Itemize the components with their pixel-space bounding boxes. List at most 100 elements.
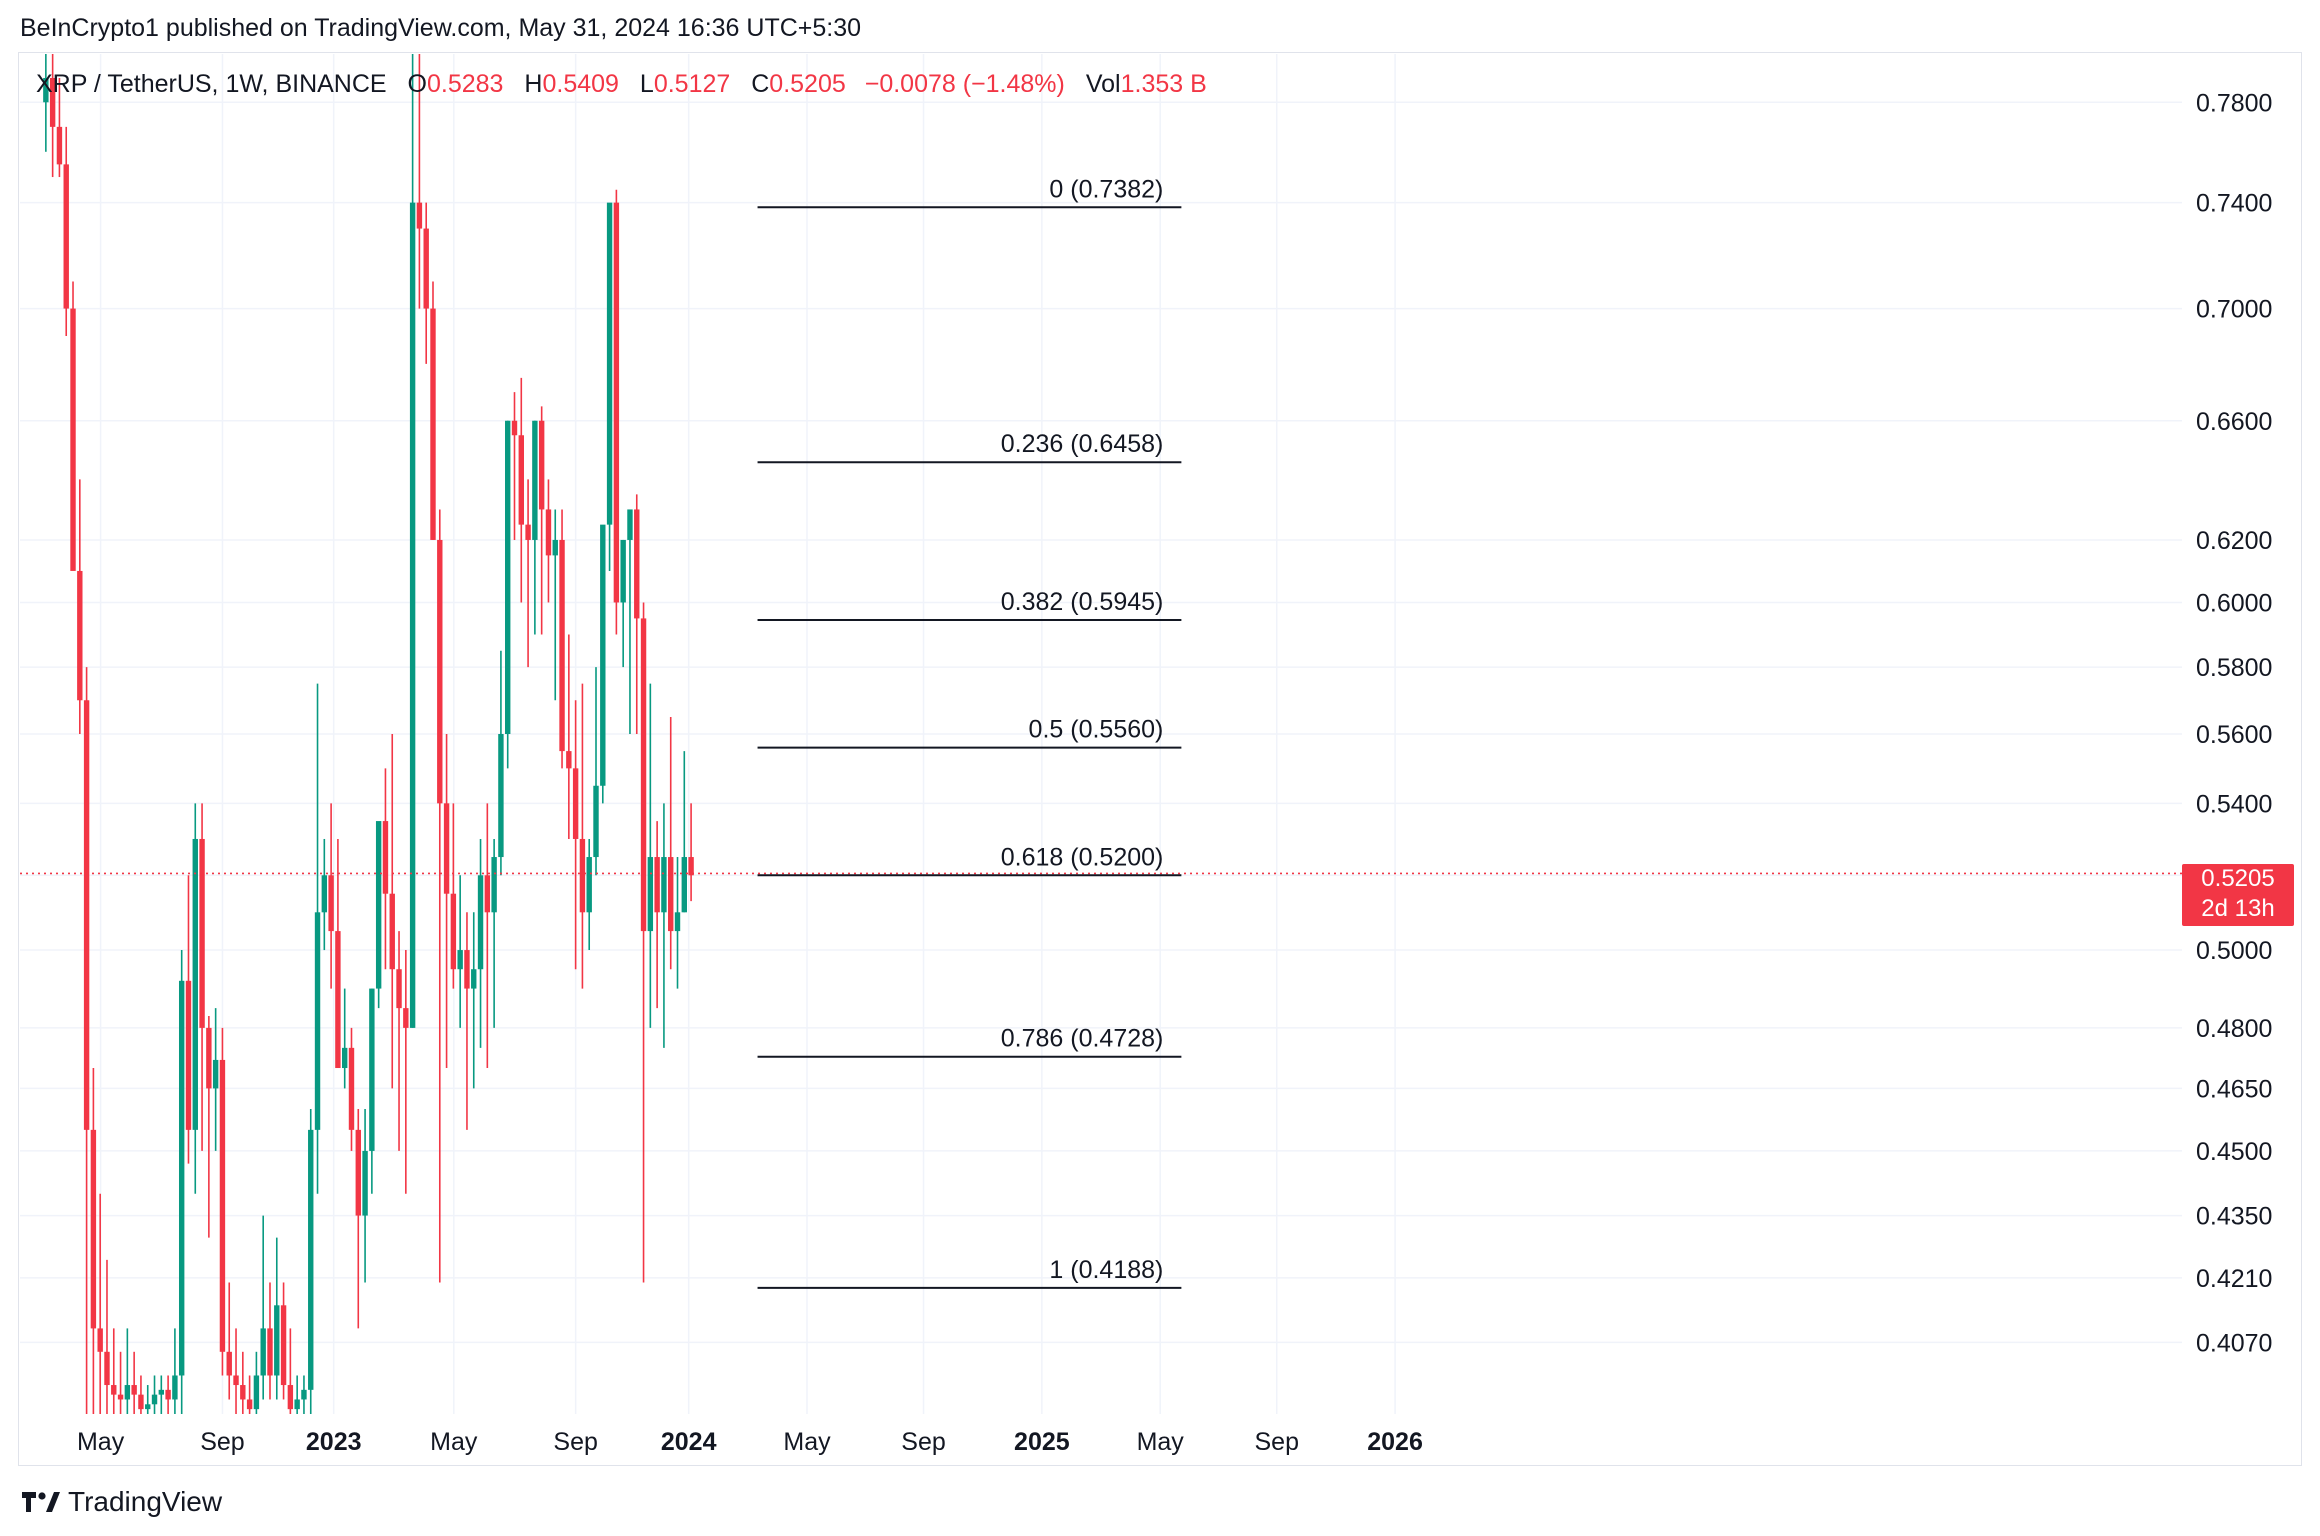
candle (552, 509, 558, 701)
bar-countdown: 2d 13h (2201, 895, 2275, 922)
y-tick-label: 0.5400 (2196, 790, 2272, 818)
candle-body (443, 803, 450, 894)
y-tick-label: 0.4800 (2196, 1015, 2272, 1043)
candle (274, 1237, 280, 1400)
candle (240, 1351, 246, 1414)
candle-body (457, 950, 463, 970)
candle (138, 1375, 144, 1414)
candle (83, 667, 90, 1414)
candle-body (450, 893, 457, 970)
candle (443, 734, 450, 1069)
candle (267, 1282, 273, 1400)
candle-body (226, 1351, 232, 1376)
candle-body (348, 1047, 355, 1130)
candle-body (382, 821, 389, 894)
candle-body (104, 1351, 110, 1386)
candle (192, 803, 198, 1194)
fib-levels: 0 (0.7382) 0.236 (0.6458) 0.382 (0.5945) 0.… (20, 175, 2182, 1289)
candle (321, 838, 328, 951)
candle (416, 54, 423, 309)
x-tick-label: Sep (200, 1428, 244, 1456)
close-value: 0.5205 (769, 70, 846, 98)
candle (260, 1215, 266, 1400)
candle (280, 1282, 287, 1400)
candle (308, 1109, 314, 1414)
footer-brand-text: TradingView (68, 1486, 223, 1517)
candle-body (253, 1375, 260, 1410)
candle-body (49, 77, 56, 127)
candle (341, 988, 348, 1089)
fib-level-label: 0.786 (0.4728) (1001, 1025, 1164, 1053)
candle (606, 202, 613, 571)
candle-body (423, 228, 429, 309)
y-tick-label: 0.7400 (2196, 190, 2272, 218)
candle-body (566, 751, 572, 769)
candle (111, 1328, 117, 1414)
candle-body (314, 912, 321, 1130)
candle (226, 1282, 232, 1400)
candle-body (409, 202, 416, 1028)
candle-body (416, 202, 423, 229)
y-tick-label: 0.5000 (2196, 937, 2272, 965)
candle (545, 479, 552, 603)
candle-body (56, 126, 63, 165)
published-header: BeInCrypto1 published on TradingView.com… (20, 14, 862, 42)
candle-body (70, 308, 76, 571)
candle (63, 126, 69, 337)
candle (97, 1193, 103, 1414)
candle-body (77, 570, 83, 701)
y-tick-label: 0.5600 (2196, 721, 2272, 749)
x-tick-label: 2025 (1014, 1428, 1070, 1456)
candle-body (185, 980, 192, 1130)
candle-body (559, 539, 565, 752)
candle (586, 838, 592, 951)
x-tick-label: 2026 (1367, 1428, 1423, 1456)
footer-brand[interactable]: TradingView (22, 1486, 222, 1518)
candle-body (647, 857, 654, 932)
open-value: 0.5283 (427, 70, 504, 98)
y-tick-label: 0.4500 (2196, 1138, 2272, 1166)
candle-body (131, 1385, 137, 1395)
candle (661, 803, 667, 1048)
candle-body (668, 857, 674, 932)
candle-body (634, 509, 640, 619)
y-tick-label: 0.6200 (2196, 527, 2272, 555)
candle (593, 667, 599, 876)
candle (117, 1351, 124, 1414)
x-tick-label: May (430, 1428, 478, 1456)
x-tick-label: May (1137, 1428, 1185, 1456)
candle-body (620, 539, 626, 603)
candle (219, 1027, 226, 1376)
symbol-name[interactable]: XRP / TetherUS, 1W, BINANCE (36, 70, 387, 98)
candle-body (688, 857, 694, 876)
candle (375, 821, 382, 1009)
y-tick-label: 0.7000 (2196, 296, 2272, 324)
candle (654, 821, 660, 1009)
candle (681, 751, 688, 913)
x-tick-label: May (77, 1428, 125, 1456)
candle-body (335, 931, 341, 1069)
candle-body (165, 1389, 171, 1400)
fib-level-label: 0.382 (0.5945) (1001, 588, 1164, 616)
candle (477, 838, 484, 1048)
low-value: 0.5127 (653, 70, 731, 98)
candle-body (158, 1389, 165, 1395)
candle-body (532, 420, 538, 540)
candle-body (341, 1047, 348, 1069)
candle (538, 406, 545, 635)
candle (457, 875, 463, 1028)
candle-body (498, 734, 504, 858)
candle-body (586, 857, 592, 913)
fib-level-label: 1 (0.4188) (1049, 1256, 1163, 1284)
candle (674, 857, 681, 989)
candle (328, 803, 334, 989)
candle (124, 1328, 131, 1414)
candle-body (145, 1404, 151, 1410)
candle-body (172, 1375, 178, 1400)
candle-body (274, 1305, 280, 1376)
candle (253, 1351, 260, 1414)
candle-body (640, 618, 647, 932)
current-price-value: 0.5205 (2201, 865, 2275, 892)
candle-body (321, 875, 328, 913)
